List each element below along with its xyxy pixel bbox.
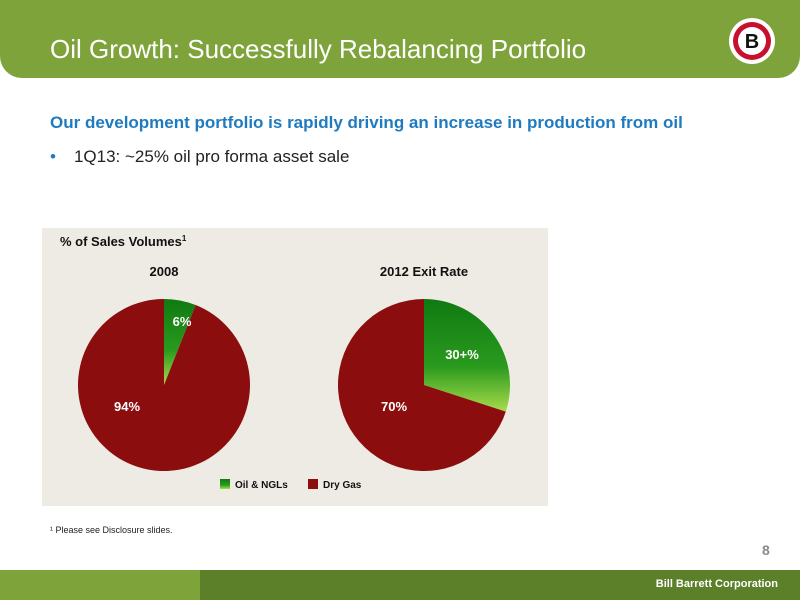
pie-slice-dry-gas <box>338 299 506 471</box>
pie-subtitle: 2012 Exit Rate <box>380 264 468 279</box>
legend-swatch-dry-gas <box>308 479 318 489</box>
pie-slice-oil-ngls <box>424 299 510 412</box>
company-logo-icon: B <box>729 18 775 64</box>
legend-label-dry-gas: Dry Gas <box>323 480 362 491</box>
company-name: Bill Barrett Corporation <box>655 578 778 590</box>
slice-label-dry-gas: 94% <box>114 399 140 414</box>
slice-label-dry-gas: 70% <box>381 399 407 414</box>
pie-charts: % of Sales Volumes1 2008 2012 Exit Rate 6%… <box>60 234 510 491</box>
legend-swatch-oil-ngls <box>220 479 230 489</box>
bullet-item: • 1Q13: ~25% oil pro forma asset sale <box>50 147 349 167</box>
chart-panel: % of Sales Volumes1 2008 2012 Exit Rate 6%… <box>42 228 548 506</box>
header-bar: Oil Growth: Successfully Rebalancing Por… <box>0 0 800 78</box>
logo-letter: B <box>745 31 759 53</box>
slice-label-oil-ngls: 6% <box>173 314 192 329</box>
legend-label-oil-ngls: Oil & NGLs <box>235 480 288 491</box>
pie-slice-oil-ngls <box>164 299 196 385</box>
footer-accent <box>0 570 200 600</box>
pie-subtitle: 2008 <box>150 264 179 279</box>
page-number: 8 <box>762 542 770 558</box>
chart-title: % of Sales Volumes1 <box>60 234 187 249</box>
slice-label-oil-ngls: 30+% <box>445 347 479 362</box>
footnote: ¹ Please see Disclosure slides. <box>50 525 173 535</box>
bullet-dot: • <box>50 147 56 166</box>
pie-slice-dry-gas <box>77 299 250 471</box>
slide-title: Oil Growth: Successfully Rebalancing Por… <box>50 34 587 64</box>
bullet-text: 1Q13: ~25% oil pro forma asset sale <box>73 147 350 166</box>
slide-subtitle: Our development portfolio is rapidly dri… <box>50 113 683 132</box>
footer-bar: Bill Barrett Corporation <box>0 570 800 600</box>
